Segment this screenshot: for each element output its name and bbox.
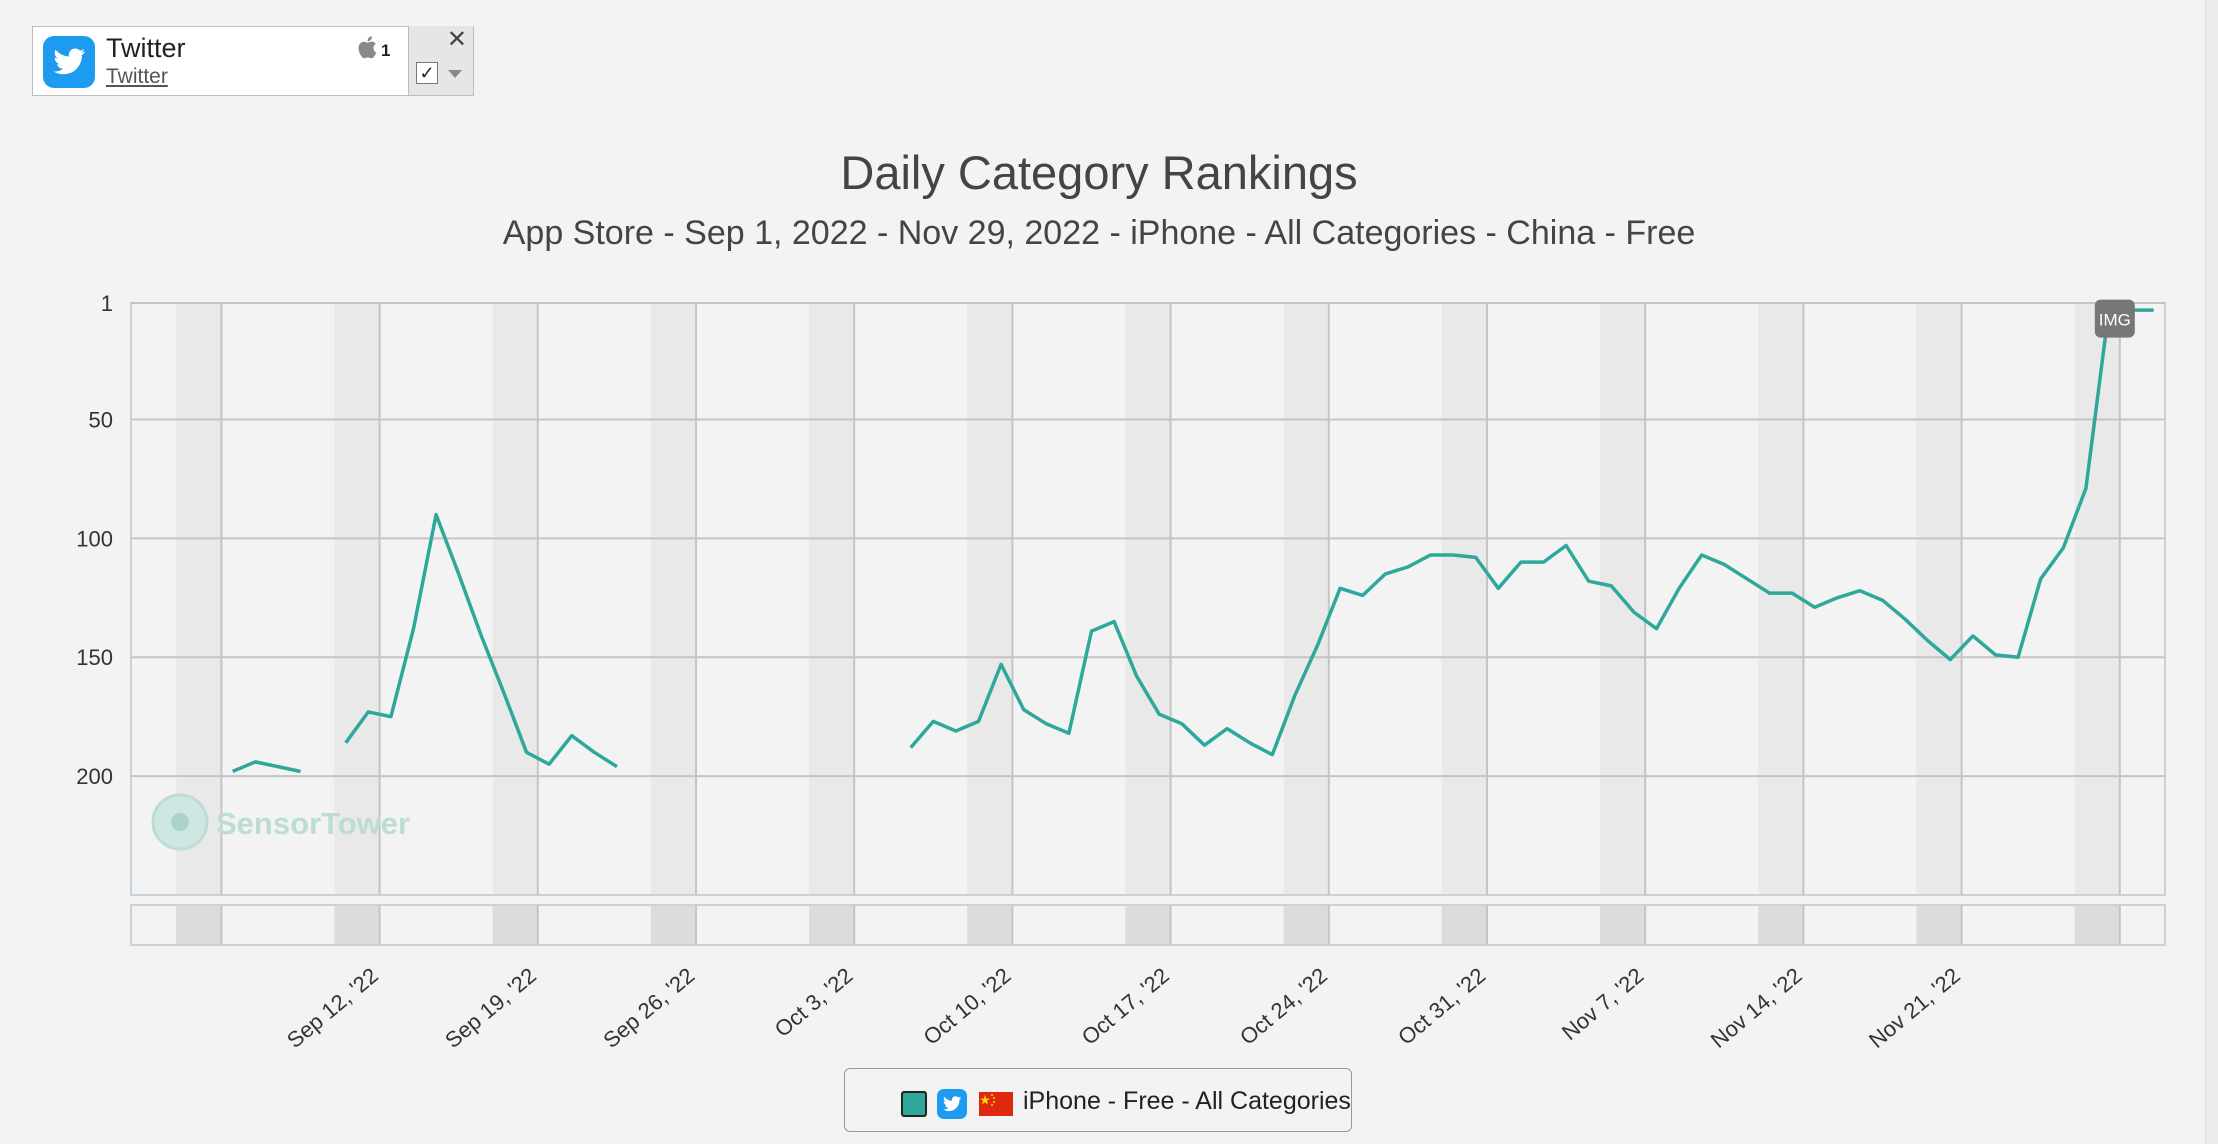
y-tick-label: 150 xyxy=(76,645,113,670)
navigator-weekend-band xyxy=(2074,906,2120,944)
series-line-segment xyxy=(909,308,2154,757)
apple-icon xyxy=(358,36,377,59)
weekend-band xyxy=(809,304,855,894)
x-tick-label: Oct 31, '22 xyxy=(1393,963,1490,1050)
weekend-band xyxy=(492,304,538,894)
chart-title: Daily Category Rankings xyxy=(840,146,1358,199)
legend-swatch xyxy=(901,1091,927,1117)
weekend-band xyxy=(1125,304,1171,894)
navigator-weekend-band xyxy=(1916,906,1962,944)
close-icon[interactable]: ✕ xyxy=(446,26,467,53)
weekend-band xyxy=(334,304,380,894)
navigator-weekend-band xyxy=(1125,906,1171,944)
series-line-segment xyxy=(232,760,301,774)
annotation-badge xyxy=(2094,299,2135,338)
twitter-app-icon xyxy=(43,36,95,88)
legend-label: iPhone - Free - All Categories xyxy=(1023,1087,1351,1115)
weekend-band xyxy=(1283,304,1329,894)
china-flag-icon xyxy=(979,1092,1013,1116)
weekend-band xyxy=(1758,304,1804,894)
x-tick-label: Sep 19, '22 xyxy=(440,963,541,1053)
platform-count: 1 xyxy=(381,41,391,60)
weekend-band xyxy=(1916,304,1962,894)
navigator-weekend-band xyxy=(650,906,696,944)
y-tick-label: 50 xyxy=(89,407,113,432)
app-name: Twitter xyxy=(106,33,186,63)
x-tick-label: Sep 12, '22 xyxy=(282,963,383,1053)
scrollbar[interactable] xyxy=(2205,0,2218,1144)
x-tick-label: Nov 7, '22 xyxy=(1557,963,1648,1045)
x-tick-label: Oct 10, '22 xyxy=(919,963,1016,1050)
watermark-text: SensorTower xyxy=(216,806,410,841)
publisher-link[interactable]: Twitter xyxy=(106,65,168,88)
chip-controls: ✕ ✓ xyxy=(408,26,474,96)
navigator-weekend-band xyxy=(1283,906,1329,944)
x-tick-label: Nov 14, '22 xyxy=(1706,963,1807,1053)
sensortower-watermark: SensorTower xyxy=(151,793,410,851)
x-tick-label: Sep 26, '22 xyxy=(598,963,699,1053)
weekend-band xyxy=(650,304,696,894)
y-tick-label: 1 xyxy=(101,291,113,316)
weekend-band xyxy=(1441,304,1487,894)
y-tick-label: 200 xyxy=(76,764,113,789)
navigator-weekend-band xyxy=(334,906,380,944)
chart-subtitle: App Store - Sep 1, 2022 - Nov 29, 2022 -… xyxy=(502,214,1696,252)
annotation-label: IMG xyxy=(2099,311,2131,330)
legend[interactable]: iPhone - Free - All Categories xyxy=(844,1068,1352,1132)
navigator-weekend-band xyxy=(967,906,1013,944)
legend-twitter-icon xyxy=(937,1089,967,1119)
x-tick-label: Oct 17, '22 xyxy=(1077,963,1174,1050)
x-tick-label: Oct 24, '22 xyxy=(1235,963,1332,1050)
navigator-weekend-band xyxy=(1600,906,1646,944)
y-tick-label: 100 xyxy=(76,526,113,551)
watermark-logo-dot xyxy=(171,813,189,831)
weekend-band xyxy=(967,304,1013,894)
app-chip: Twitter Twitter 1 ✕ ✓ xyxy=(32,26,474,96)
x-tick-label: Nov 21, '22 xyxy=(1864,963,1965,1053)
navigator-weekend-band xyxy=(1441,906,1487,944)
navigator-weekend-band xyxy=(1758,906,1804,944)
chevron-down-icon[interactable] xyxy=(448,70,462,78)
navigator-weekend-band xyxy=(809,906,855,944)
series-line-segment xyxy=(344,512,618,769)
navigator-weekend-band xyxy=(492,906,538,944)
navigator-weekend-band xyxy=(176,906,222,944)
compare-checkbox[interactable]: ✓ xyxy=(416,62,438,84)
x-tick-label: Oct 3, '22 xyxy=(770,963,858,1042)
